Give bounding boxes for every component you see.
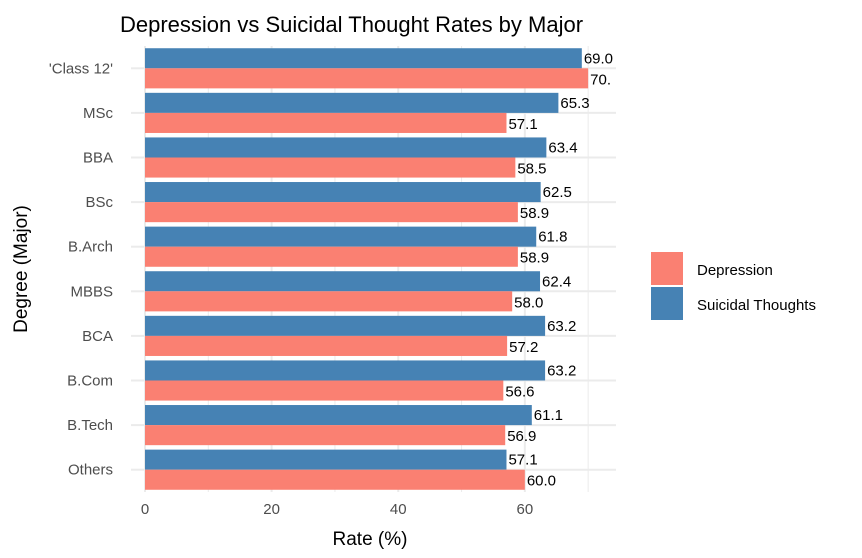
- bar-depression: [145, 291, 513, 312]
- y-tick-label: BCA: [82, 328, 113, 345]
- bar-depression: [145, 112, 507, 133]
- data-label-suicidal-thoughts: 69.0: [584, 50, 613, 67]
- data-label-depression: 60.0: [527, 473, 556, 490]
- bar-depression: [145, 425, 506, 446]
- data-label-depression: 58.9: [520, 205, 549, 222]
- bar-suicidal-thoughts: [145, 92, 559, 113]
- bar-depression: [145, 335, 508, 356]
- data-label-depression: 57.1: [508, 116, 537, 133]
- y-tick-label: B.Tech: [67, 417, 113, 434]
- y-tick-label: BBA: [83, 150, 113, 167]
- x-axis-title: Rate (%): [333, 529, 408, 550]
- data-label-depression: 58.5: [517, 161, 546, 178]
- bar-suicidal-thoughts: [145, 449, 507, 470]
- legend-label-depression: Depression: [697, 262, 773, 279]
- data-label-suicidal-thoughts: 63.2: [547, 362, 576, 379]
- bars: [145, 48, 589, 490]
- data-label-suicidal-thoughts: 57.1: [508, 452, 537, 469]
- bar-depression: [145, 202, 518, 223]
- data-label-depression: 58.9: [520, 250, 549, 267]
- bar-suicidal-thoughts: [145, 271, 541, 292]
- bar-suicidal-thoughts: [145, 48, 582, 69]
- data-label-suicidal-thoughts: 61.8: [538, 229, 567, 246]
- data-label-depression: 56.9: [507, 428, 536, 445]
- y-tick-label: MSc: [83, 105, 114, 122]
- data-label-depression: 58.0: [514, 294, 543, 311]
- x-axis: 0 20 40 60: [141, 501, 533, 518]
- bar-suicidal-thoughts: [145, 360, 546, 381]
- data-label-suicidal-thoughts: 62.4: [542, 273, 571, 290]
- data-label-depression: 57.2: [509, 339, 538, 356]
- bar-depression: [145, 157, 516, 178]
- x-tick-label: 60: [516, 501, 533, 518]
- bar-depression: [145, 68, 589, 89]
- data-label-suicidal-thoughts: 63.2: [547, 318, 576, 335]
- bar-depression: [145, 246, 518, 267]
- data-labels: 69.0 70.65.3 57.1 63.458.5 62.5 58.9 61.8 58.9 6…: [505, 50, 613, 489]
- y-tick-label: B.Com: [67, 373, 113, 390]
- data-label-suicidal-thoughts: 62.5: [543, 184, 572, 201]
- bar-depression: [145, 469, 525, 490]
- x-tick-label: 0: [141, 501, 149, 518]
- bar-suicidal-thoughts: [145, 137, 547, 158]
- legend-swatch-depression: [651, 252, 683, 285]
- bar-suicidal-thoughts: [145, 405, 532, 426]
- x-tick-label: 20: [263, 501, 280, 518]
- y-tick-label: Others: [68, 462, 113, 479]
- y-tick-label: BSc: [85, 194, 113, 211]
- data-label-depression: 70.: [590, 71, 611, 88]
- y-tick-label: MBBS: [70, 283, 113, 300]
- data-label-suicidal-thoughts: 63.4: [548, 139, 577, 156]
- legend-swatch-suicidal-thoughts: [651, 287, 683, 320]
- legend-label-suicidal-thoughts: Suicidal Thoughts: [697, 297, 816, 314]
- data-label-depression: 56.6: [505, 384, 534, 401]
- bar-suicidal-thoughts: [145, 182, 541, 203]
- y-tick-label: B.Arch: [68, 239, 113, 256]
- legend: Depression Suicidal Thoughts: [651, 252, 816, 320]
- y-tick-label: 'Class 12': [49, 60, 113, 77]
- data-label-suicidal-thoughts: 65.3: [560, 95, 589, 112]
- y-axis-title: Degree (Major): [11, 205, 32, 333]
- bar-suicidal-thoughts: [145, 226, 537, 247]
- bar-depression: [145, 380, 504, 401]
- y-axis: 'Class 12' MSc BBA BSc B.Arch MBBS BCA B.Com B.T…: [49, 60, 145, 479]
- x-tick-label: 40: [390, 501, 407, 518]
- chart-title: Depression vs Suicidal Thought Rates by …: [120, 12, 583, 37]
- bar-suicidal-thoughts: [145, 315, 546, 336]
- data-label-suicidal-thoughts: 61.1: [534, 407, 563, 424]
